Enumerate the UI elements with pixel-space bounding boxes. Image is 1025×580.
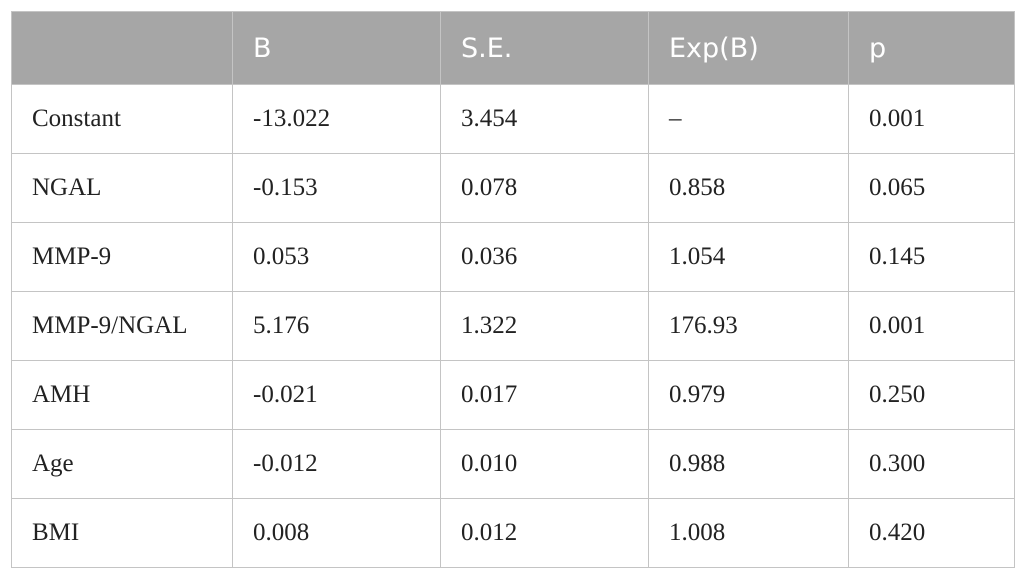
table-cell: 0.010	[440, 429, 649, 499]
row-label: NGAL	[11, 153, 233, 223]
table-cell: 0.008	[232, 498, 441, 568]
table-cell: 0.988	[648, 429, 849, 499]
table-cell: –	[648, 84, 849, 154]
table-cell: 0.250	[848, 360, 1015, 430]
table-cell: 0.036	[440, 222, 649, 292]
table-cell: 0.053	[232, 222, 441, 292]
table-cell: 176.93	[648, 291, 849, 361]
regression-table: B S.E. Exp(B) p Constant -13.022 3.454–0.001 N…	[11, 11, 1015, 568]
table-row: MMP-9 0.053 0.036 1.054 0.145	[11, 222, 1015, 292]
table-cell: 1.054	[648, 222, 849, 292]
row-label: Age	[11, 429, 233, 499]
table-container: B S.E. Exp(B) p Constant -13.022 3.454–0.001 N…	[11, 11, 1015, 568]
table-cell: -0.021	[232, 360, 441, 430]
table-row: AMH -0.021 0.017 0.979 0.250	[11, 360, 1015, 430]
row-label: Constant	[11, 84, 233, 154]
table-row: NGAL -0.153 0.078 0.858 0.065	[11, 153, 1015, 223]
table-row: Age -0.012 0.010 0.988 0.300	[11, 429, 1015, 499]
header-cell: p	[848, 11, 1015, 85]
table-body: Constant -13.022 3.454–0.001 NGAL -0.153 0.07…	[11, 84, 1015, 568]
table-cell: -0.153	[232, 153, 441, 223]
table-cell: 0.001	[848, 84, 1015, 154]
table-cell: 0.145	[848, 222, 1015, 292]
table-cell: 0.001	[848, 291, 1015, 361]
table-row: BMI 0.008 0.012 1.008 0.420	[11, 498, 1015, 568]
table-cell: 5.176	[232, 291, 441, 361]
table-cell: 0.078	[440, 153, 649, 223]
header-cell: B	[232, 11, 441, 85]
row-label: MMP-9	[11, 222, 233, 292]
table-cell: 1.322	[440, 291, 649, 361]
row-label: MMP-9/NGAL	[11, 291, 233, 361]
row-label: BMI	[11, 498, 233, 568]
table-cell: 1.008	[648, 498, 849, 568]
header-row: B S.E. Exp(B) p	[11, 11, 1015, 85]
table-cell: 0.017	[440, 360, 649, 430]
table-header: B S.E. Exp(B) p	[11, 11, 1015, 85]
row-label: AMH	[11, 360, 233, 430]
table-cell: 0.858	[648, 153, 849, 223]
table-cell: 3.454	[440, 84, 649, 154]
table-cell: 0.979	[648, 360, 849, 430]
table-cell: -0.012	[232, 429, 441, 499]
header-cell	[11, 11, 233, 85]
header-cell: Exp(B)	[648, 11, 849, 85]
table-row: MMP-9/NGAL 5.176 1.322 176.93 0.001	[11, 291, 1015, 361]
table-cell: 0.420	[848, 498, 1015, 568]
table-cell: 0.300	[848, 429, 1015, 499]
table-row: Constant -13.022 3.454–0.001	[11, 84, 1015, 154]
table-cell: 0.012	[440, 498, 649, 568]
table-cell: 0.065	[848, 153, 1015, 223]
header-cell: S.E.	[440, 11, 649, 85]
table-cell: -13.022	[232, 84, 441, 154]
